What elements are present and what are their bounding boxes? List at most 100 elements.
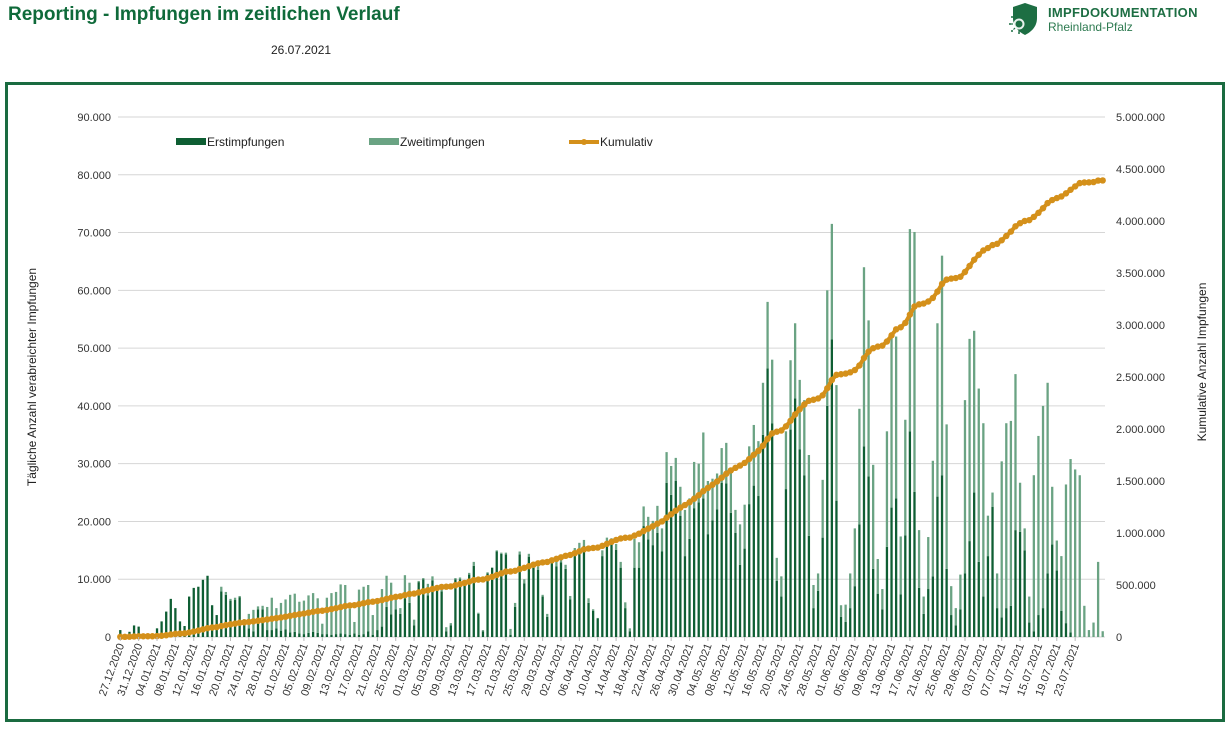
y-tick-label: 90.000 xyxy=(77,112,111,124)
bar-erstimpfungen xyxy=(706,534,710,637)
bar-erstimpfungen xyxy=(270,630,273,637)
bar-zweitimpfungen xyxy=(357,589,361,635)
bar-zweitimpfungen xyxy=(784,431,788,490)
bar-erstimpfungen xyxy=(555,566,558,637)
bar-zweitimpfungen xyxy=(330,593,333,635)
bar-erstimpfungen xyxy=(789,429,792,637)
bar-zweitimpfungen xyxy=(697,463,700,503)
bar-erstimpfungen xyxy=(569,599,572,637)
bar-zweitimpfungen xyxy=(582,539,586,546)
kumulativ-point xyxy=(764,435,771,443)
shield-virus-icon xyxy=(1009,3,1037,35)
bar-erstimpfungen xyxy=(431,580,434,637)
bar-zweitimpfungen xyxy=(1074,469,1077,637)
kumulativ-point xyxy=(1026,216,1033,224)
bar-erstimpfungen xyxy=(1028,622,1031,637)
bar-zweitimpfungen xyxy=(614,543,618,550)
bar-zweitimpfungen xyxy=(509,628,512,635)
bar-zweitimpfungen xyxy=(656,505,659,533)
bar-erstimpfungen xyxy=(885,546,889,637)
bar-zweitimpfungen xyxy=(945,424,948,569)
bar-zweitimpfungen xyxy=(812,585,815,609)
bar-erstimpfungen xyxy=(1064,623,1068,637)
bar-erstimpfungen xyxy=(858,524,861,637)
bar-zweitimpfungen xyxy=(826,290,829,406)
bar-erstimpfungen xyxy=(344,634,347,637)
kumulativ-point xyxy=(700,487,707,495)
bar-zweitimpfungen xyxy=(894,336,898,499)
bar-zweitimpfungen xyxy=(748,446,751,505)
y-tick-label: 0 xyxy=(105,632,111,644)
bar-erstimpfungen xyxy=(1014,530,1017,637)
kumulativ-point xyxy=(713,478,721,485)
bars xyxy=(119,223,1104,637)
bar-zweitimpfungen xyxy=(334,591,338,635)
bar-erstimpfungen xyxy=(573,552,576,637)
kumulativ-point xyxy=(787,417,794,424)
bar-erstimpfungen xyxy=(725,483,728,637)
bar-erstimpfungen xyxy=(908,431,912,637)
cumulative-line xyxy=(117,177,1106,641)
kumulativ-point xyxy=(149,633,156,640)
bar-erstimpfungen xyxy=(422,579,425,637)
kumulativ-point xyxy=(686,499,693,506)
bar-zweitimpfungen xyxy=(472,561,475,566)
bar-erstimpfungen xyxy=(155,628,159,637)
bar-erstimpfungen xyxy=(1032,631,1035,637)
bar-zweitimpfungen xyxy=(1055,540,1058,571)
bar-zweitimpfungen xyxy=(803,400,806,476)
bar-erstimpfungen xyxy=(771,423,774,637)
bar-erstimpfungen xyxy=(523,583,526,637)
bar-erstimpfungen xyxy=(633,567,636,637)
bar-erstimpfungen xyxy=(357,634,361,637)
bar-erstimpfungen xyxy=(399,613,402,637)
bar-erstimpfungen xyxy=(752,485,755,637)
bar-zweitimpfungen xyxy=(454,578,457,580)
bar-erstimpfungen xyxy=(169,598,172,637)
bar-erstimpfungen xyxy=(913,491,916,637)
kumulativ-point xyxy=(1012,223,1019,230)
bar-zweitimpfungen xyxy=(908,229,912,432)
bar-erstimpfungen xyxy=(275,628,278,637)
legend-item-erstimpfungen[interactable]: Erstimpfungen xyxy=(176,135,284,149)
bar-erstimpfungen xyxy=(321,634,324,637)
bar-erstimpfungen xyxy=(353,633,356,637)
bar-erstimpfungen xyxy=(389,614,393,637)
bar-zweitimpfungen xyxy=(325,597,329,635)
bar-zweitimpfungen xyxy=(1018,482,1022,532)
kumulativ-point xyxy=(153,632,161,640)
bar-erstimpfungen xyxy=(624,608,627,637)
bar-zweitimpfungen xyxy=(853,528,856,587)
bar-zweitimpfungen xyxy=(555,560,558,567)
bar-zweitimpfungen xyxy=(849,573,852,609)
bar-erstimpfungen xyxy=(454,579,457,637)
legend-item-kumulativ[interactable]: Kumulativ xyxy=(569,135,653,149)
bar-zweitimpfungen xyxy=(637,542,641,568)
bar-zweitimpfungen xyxy=(541,594,544,597)
y2-tick-label: 500.000 xyxy=(1116,580,1156,592)
bar-zweitimpfungen xyxy=(885,431,889,547)
bar-zweitimpfungen xyxy=(830,223,834,340)
y-tick-label: 50.000 xyxy=(77,343,111,355)
bar-zweitimpfungen xyxy=(881,589,884,610)
y2-tick-label: 0 xyxy=(1116,632,1122,644)
bar-erstimpfungen xyxy=(486,573,489,637)
bar-zweitimpfungen xyxy=(1096,561,1100,637)
kumulativ-point xyxy=(1039,204,1047,212)
bar-erstimpfungen xyxy=(601,556,604,637)
bar-zweitimpfungen xyxy=(596,617,599,619)
bar-erstimpfungen xyxy=(197,586,200,637)
legend-item-zweitimpfungen[interactable]: Zweitimpfungen xyxy=(369,135,485,149)
y2-tick-label: 3.500.000 xyxy=(1116,268,1165,280)
kumulativ-point xyxy=(1035,209,1042,217)
report-date: 26.07.2021 xyxy=(271,43,332,57)
bar-zweitimpfungen xyxy=(394,594,397,610)
bar-zweitimpfungen xyxy=(518,551,521,555)
bar-zweitimpfungen xyxy=(468,572,471,575)
bar-erstimpfungen xyxy=(821,537,824,637)
bar-erstimpfungen xyxy=(702,498,705,637)
bar-erstimpfungen xyxy=(977,561,980,637)
bar-erstimpfungen xyxy=(559,562,563,637)
bar-zweitimpfungen xyxy=(591,609,595,611)
